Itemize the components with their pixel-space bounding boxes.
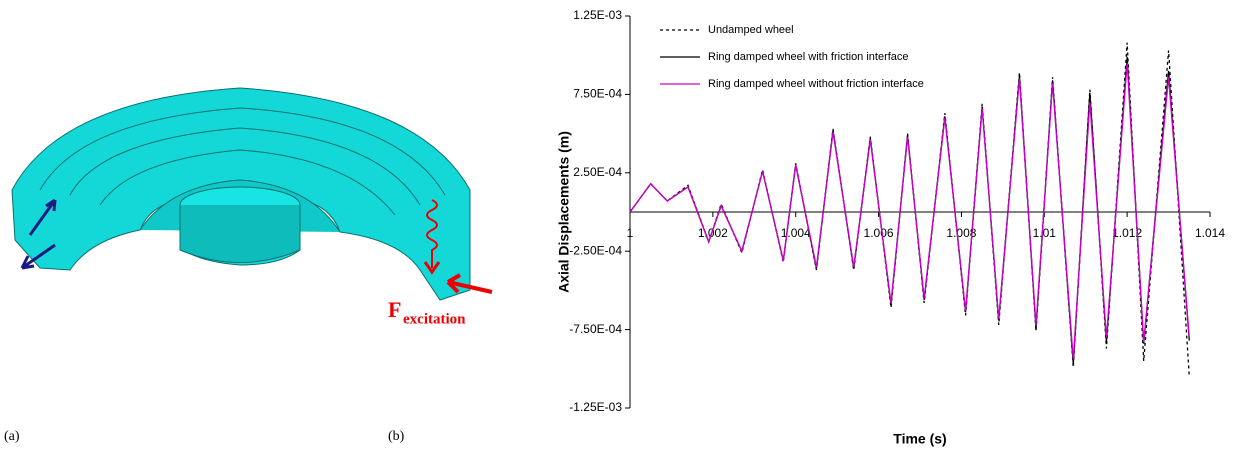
x-tick-label: 1.006 [864, 226, 894, 240]
y-tick-label: -1.25E-03 [569, 400, 622, 414]
x-tick-label: 1.002 [698, 226, 728, 240]
x-tick-label: 1.01 [1033, 226, 1057, 240]
force-symbol: F [388, 297, 401, 322]
x-axis-title: Time (s) [893, 431, 946, 447]
legend-label: Ring damped wheel without friction inter… [708, 78, 924, 90]
panel-label: (a) [4, 429, 20, 444]
y-tick-label: 1.25E-03 [573, 8, 622, 22]
panel-label: (b) [388, 429, 405, 444]
y-tick-label: -2.50E-04 [569, 243, 622, 257]
x-tick-label: 1.014 [1195, 226, 1225, 240]
y-tick-label: 7.50E-04 [573, 87, 622, 101]
x-tick-label: 1.004 [781, 226, 811, 240]
y-tick-label: 2.50E-04 [573, 165, 622, 179]
x-tick-label: 1 [627, 226, 634, 240]
legend-label: Undamped wheel [708, 24, 794, 36]
series-line [629, 62, 1190, 360]
x-tick-label: 1.008 [946, 226, 976, 240]
series-line [629, 42, 1190, 377]
wheel-render [11, 87, 493, 301]
x-tick-label: 1.012 [1112, 226, 1142, 240]
y-tick-label: -7.50E-04 [569, 322, 622, 336]
force-subscript: excitation [403, 311, 466, 327]
legend-label: Ring damped wheel with friction interfac… [708, 51, 909, 63]
y-axis-title: Axial Displacements (m) [556, 131, 572, 293]
